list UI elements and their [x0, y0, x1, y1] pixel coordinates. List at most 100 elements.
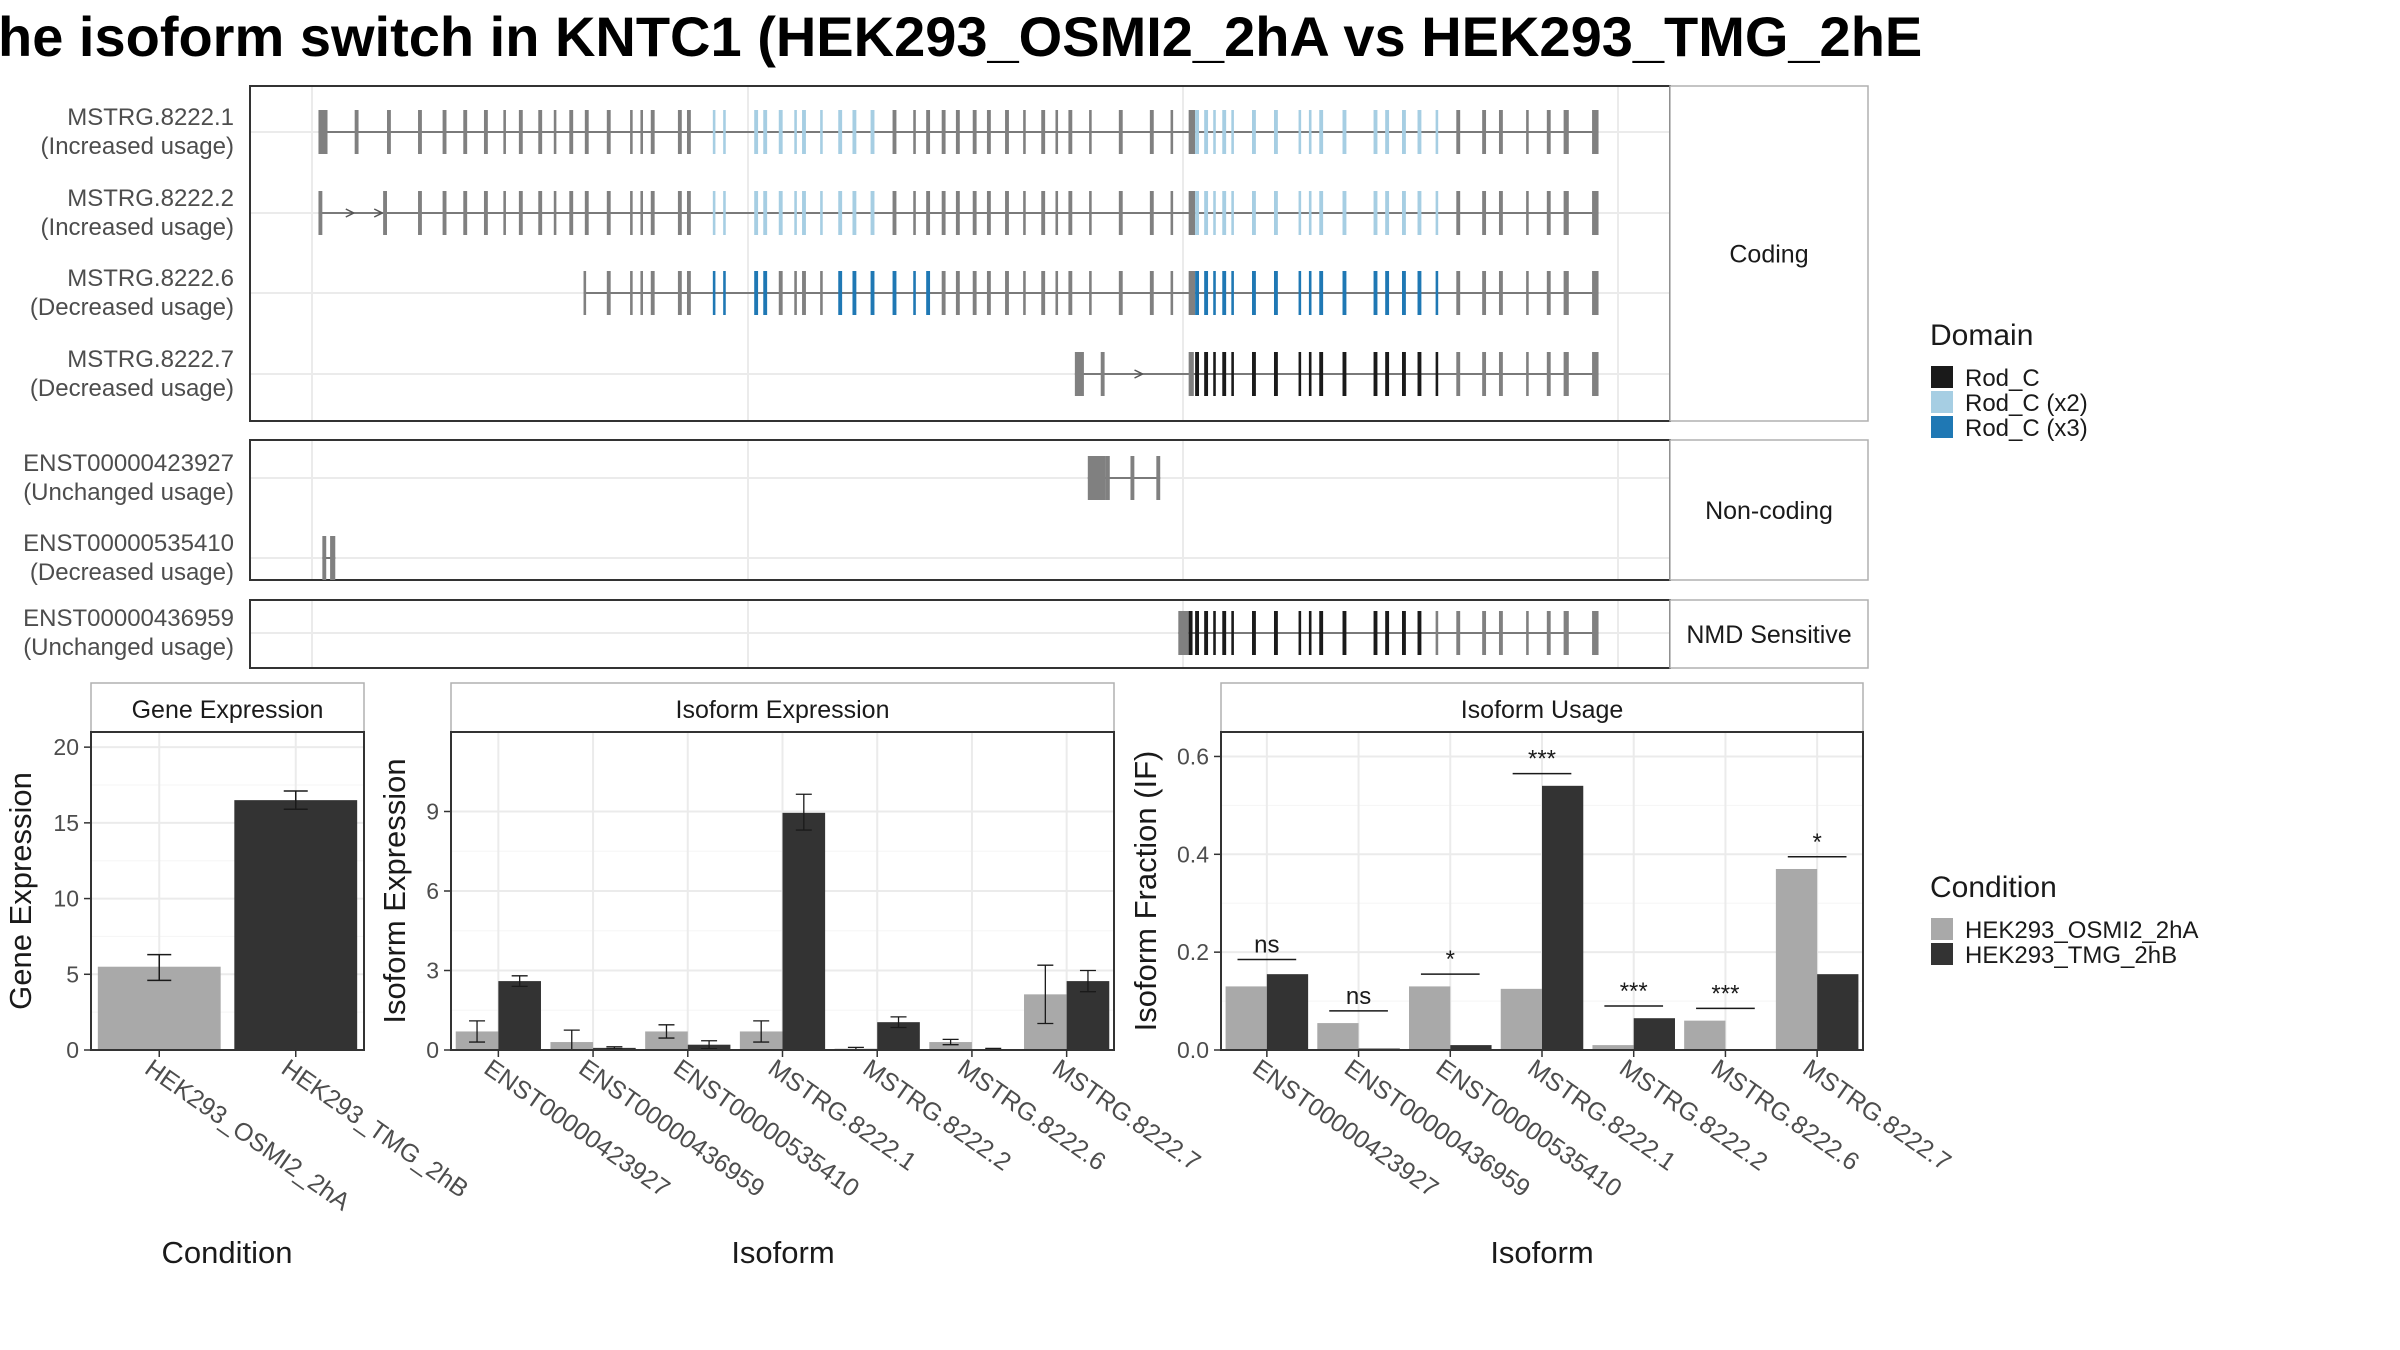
exon	[1546, 110, 1551, 154]
exon	[686, 271, 691, 315]
error-bar	[795, 793, 812, 831]
exon	[1385, 352, 1390, 396]
exon	[1222, 352, 1227, 396]
exon	[1526, 271, 1529, 315]
exon	[1308, 191, 1312, 235]
exon	[838, 110, 843, 154]
exon	[1456, 110, 1461, 154]
exon	[1273, 191, 1278, 235]
exon	[754, 191, 759, 235]
panel-title: Gene Expression	[132, 696, 324, 724]
facet-strip-label: Non-coding	[1705, 497, 1833, 525]
y-tick-label: 0.6	[1177, 743, 1209, 769]
isoform-expression-panel: Isoform Expression0369ENST00000423927ENS…	[377, 682, 1206, 1270]
exon	[972, 191, 977, 235]
exon	[1252, 110, 1256, 154]
exon	[1456, 271, 1461, 315]
exon	[712, 191, 716, 235]
exon	[1273, 611, 1278, 655]
exon	[1592, 611, 1599, 655]
exon	[318, 191, 323, 235]
exon	[1456, 191, 1461, 235]
exon	[1041, 191, 1046, 235]
exon	[463, 191, 468, 235]
bar	[782, 812, 826, 1050]
exon	[1308, 271, 1312, 315]
exon	[1195, 352, 1199, 396]
exon	[1195, 271, 1199, 315]
exon	[1213, 271, 1216, 315]
exon	[1273, 271, 1278, 315]
transcript-name-label: ENST00000423927	[23, 450, 234, 477]
bar	[1409, 986, 1451, 1050]
exon	[1401, 191, 1406, 235]
exon	[1100, 352, 1105, 396]
exon	[892, 271, 897, 315]
bar	[1317, 1023, 1359, 1050]
exon	[1170, 271, 1174, 315]
exon	[442, 191, 447, 235]
exon	[1342, 191, 1347, 235]
bar	[1500, 988, 1542, 1050]
bar	[1817, 974, 1859, 1050]
exon	[1401, 352, 1406, 396]
exon	[1526, 110, 1529, 154]
exon	[1498, 352, 1503, 396]
exon	[1563, 352, 1569, 396]
exon	[1222, 191, 1227, 235]
exon	[913, 110, 916, 154]
legend-swatch	[1931, 366, 1953, 388]
bar	[1633, 1018, 1675, 1050]
exon	[1435, 352, 1439, 396]
bar	[1450, 1045, 1492, 1050]
significance-label: *	[1446, 946, 1455, 973]
exon	[386, 110, 391, 154]
panel-title: Isoform Usage	[1461, 696, 1624, 724]
transcript-usage-label: (Decreased usage)	[30, 294, 234, 321]
exon	[1308, 352, 1312, 396]
exon	[1087, 456, 1106, 500]
legend-swatch	[1931, 943, 1953, 965]
exon	[754, 271, 759, 315]
exon	[1385, 611, 1390, 655]
bar	[1266, 974, 1309, 1050]
exon	[1342, 352, 1347, 396]
error-bar	[283, 790, 308, 810]
transcript-usage-label: (Decreased usage)	[30, 559, 234, 586]
exon	[677, 191, 682, 235]
exon	[1373, 191, 1378, 235]
exon	[972, 110, 977, 154]
exon	[569, 110, 574, 154]
exon	[723, 110, 726, 154]
exon	[1005, 110, 1009, 154]
exon	[1435, 191, 1439, 235]
x-axis-title: Condition	[162, 1235, 293, 1270]
exon	[1188, 271, 1196, 315]
exon	[1089, 271, 1092, 315]
exon	[1482, 352, 1487, 396]
exon	[820, 191, 823, 235]
transcript-usage-label: (Increased usage)	[41, 133, 234, 160]
legend-swatch	[1931, 416, 1953, 438]
exon	[1222, 271, 1227, 315]
significance-label: ns	[1254, 931, 1279, 958]
exon	[1149, 110, 1154, 154]
error-bar	[942, 1038, 959, 1046]
legend-title: Domain	[1930, 319, 2033, 352]
error-bar	[701, 1040, 718, 1050]
exon	[941, 110, 946, 154]
exon	[1231, 191, 1234, 235]
facet-strip	[1669, 599, 1869, 669]
exon	[794, 191, 797, 235]
bar	[1225, 986, 1267, 1050]
exon	[650, 191, 655, 235]
exon	[778, 271, 783, 315]
exon	[1204, 191, 1209, 235]
exon	[870, 271, 875, 315]
structure-panel-bg	[250, 440, 1670, 580]
exon	[640, 191, 644, 235]
facet-strip	[90, 682, 365, 733]
exon	[1055, 110, 1059, 154]
